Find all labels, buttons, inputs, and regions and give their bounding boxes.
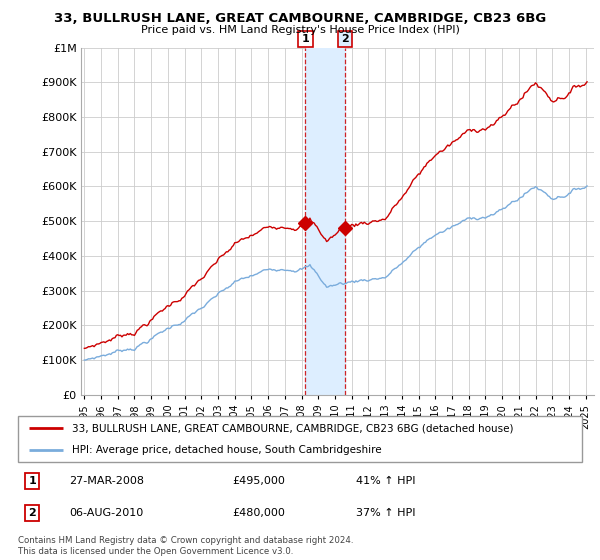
Text: 41% ↑ HPI: 41% ↑ HPI bbox=[356, 476, 416, 486]
Text: 27-MAR-2008: 27-MAR-2008 bbox=[69, 476, 144, 486]
Text: 06-AUG-2010: 06-AUG-2010 bbox=[69, 508, 143, 518]
Text: £480,000: £480,000 bbox=[232, 508, 285, 518]
Text: £495,000: £495,000 bbox=[232, 476, 285, 486]
FancyBboxPatch shape bbox=[18, 416, 582, 462]
Text: 2: 2 bbox=[341, 34, 349, 44]
Text: 2: 2 bbox=[28, 508, 36, 518]
Text: 1: 1 bbox=[302, 34, 309, 44]
Bar bbox=[305, 48, 345, 395]
Text: 33, BULLRUSH LANE, GREAT CAMBOURNE, CAMBRIDGE, CB23 6BG: 33, BULLRUSH LANE, GREAT CAMBOURNE, CAMB… bbox=[54, 12, 546, 25]
Text: 1: 1 bbox=[28, 476, 36, 486]
Text: Price paid vs. HM Land Registry's House Price Index (HPI): Price paid vs. HM Land Registry's House … bbox=[140, 25, 460, 35]
Text: HPI: Average price, detached house, South Cambridgeshire: HPI: Average price, detached house, Sout… bbox=[71, 445, 381, 455]
Text: 37% ↑ HPI: 37% ↑ HPI bbox=[356, 508, 416, 518]
Text: Contains HM Land Registry data © Crown copyright and database right 2024.
This d: Contains HM Land Registry data © Crown c… bbox=[18, 536, 353, 556]
Text: 33, BULLRUSH LANE, GREAT CAMBOURNE, CAMBRIDGE, CB23 6BG (detached house): 33, BULLRUSH LANE, GREAT CAMBOURNE, CAMB… bbox=[71, 423, 513, 433]
